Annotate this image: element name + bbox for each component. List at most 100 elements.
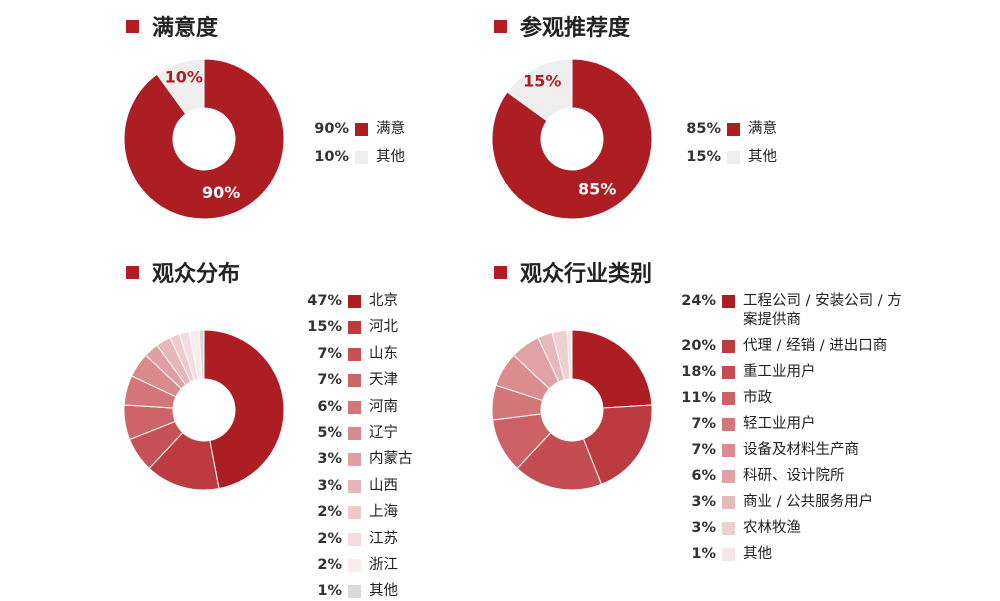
legend-item: 47% 北京 <box>298 292 398 311</box>
legend-item: 24% 工程公司 / 安装公司 / 方案提供商 <box>672 292 913 330</box>
donut-slice <box>156 58 205 115</box>
satisfaction-title: 满意度 <box>126 10 218 42</box>
recommendation-title: 参观推荐度 <box>494 10 630 42</box>
legend-swatch <box>722 366 735 379</box>
legend-swatch <box>348 427 361 440</box>
title-marker <box>494 265 507 279</box>
legend-swatch <box>348 453 361 467</box>
legend-item: 20% 代理 / 经销 / 进出口商 <box>672 337 887 356</box>
legend-label: 其他 <box>376 149 405 165</box>
legend-value: 1% <box>317 583 342 600</box>
legend-item: 1% 其他 <box>672 545 772 564</box>
legend-value: 47% <box>307 293 342 309</box>
legend-value: 3% <box>317 477 342 494</box>
legend-value: 7% <box>691 416 716 432</box>
legend-swatch <box>722 392 735 405</box>
legend-swatch <box>348 532 361 546</box>
slice-label: 85% <box>578 179 616 198</box>
legend-label: 辽宁 <box>369 425 398 441</box>
legend-label: 内蒙古 <box>369 451 413 468</box>
legend-swatch <box>348 506 361 520</box>
legend-label: 商业 / 公共服务用户 <box>743 494 874 510</box>
donut-slice <box>582 404 653 486</box>
legend-swatch <box>722 496 735 509</box>
legend-swatch <box>727 123 740 136</box>
legend-label: 其他 <box>743 546 772 562</box>
legend-label: 市政 <box>743 390 772 406</box>
legend-value: 6% <box>691 468 716 484</box>
legend-value: 2% <box>317 557 342 573</box>
donut-slice <box>198 329 205 380</box>
legend-item: 10% 其他 <box>305 148 405 167</box>
legend-label: 河南 <box>369 398 398 415</box>
legend-item: 11% 市政 <box>672 389 772 408</box>
legend-value: 7% <box>317 372 342 389</box>
legend-label: 其他 <box>369 583 398 600</box>
industry-title: 观众行业类别 <box>494 256 652 288</box>
legend-item: 6% 科研、设计院所 <box>672 467 845 486</box>
legend-label: 满意 <box>376 121 405 137</box>
legend-value: 85% <box>686 121 721 137</box>
legend-value: 3% <box>691 520 716 536</box>
legend-item: 2% 浙江 <box>298 556 398 575</box>
legend-swatch <box>348 321 361 335</box>
legend-swatch <box>722 418 735 431</box>
legend-swatch <box>722 548 735 561</box>
legend-swatch <box>348 295 361 308</box>
legend-swatch <box>355 151 368 164</box>
legend-label: 农林牧渔 <box>743 520 801 536</box>
legend-item: 5% 辽宁 <box>298 424 398 443</box>
donut-slice <box>516 431 603 491</box>
donut-slice <box>566 329 573 380</box>
legend-value: 2% <box>317 530 342 547</box>
legend-value: 1% <box>691 546 716 562</box>
legend-item: 3% 商业 / 公共服务用户 <box>672 493 873 512</box>
title-marker <box>494 19 507 33</box>
slice-label: 10% <box>165 68 203 87</box>
legend-label: 浙江 <box>369 557 398 573</box>
legend-swatch <box>722 522 735 535</box>
legend-item: 6% 河南 <box>298 398 398 417</box>
legend-value: 15% <box>307 319 342 336</box>
legend-swatch <box>348 559 361 572</box>
legend-item: 3% 山西 <box>298 477 398 496</box>
legend-value: 15% <box>686 149 721 165</box>
industry-title-text: 观众行业类别 <box>520 262 653 287</box>
legend-value: 6% <box>317 398 342 415</box>
title-marker <box>126 265 139 279</box>
donut-slice <box>571 329 653 409</box>
legend-item: 2% 上海 <box>298 503 398 522</box>
legend-label: 山西 <box>369 477 398 494</box>
legend-item: 2% 江苏 <box>298 530 398 549</box>
legend-value: 24% <box>681 293 716 309</box>
title-marker <box>126 19 139 33</box>
legend-label: 科研、设计院所 <box>743 468 845 484</box>
legend-value: 5% <box>317 425 342 441</box>
donut-slice <box>203 329 285 490</box>
legend-label: 江苏 <box>369 530 398 547</box>
legend-item: 15% 河北 <box>298 318 398 337</box>
legend-swatch <box>722 470 735 483</box>
legend-item: 7% 轻工业用户 <box>672 415 816 434</box>
legend-label: 北京 <box>369 293 398 309</box>
legend-item: 1% 其他 <box>298 582 398 601</box>
legend-swatch <box>348 585 361 599</box>
satisfaction-title-text: 满意度 <box>152 16 219 41</box>
legend-label: 工程公司 / 安装公司 / 方案提供商 <box>743 293 902 328</box>
slice-label: 90% <box>202 183 240 202</box>
legend-label: 河北 <box>369 319 398 336</box>
donut-slice <box>491 58 653 220</box>
legend-swatch <box>355 123 368 136</box>
legend-value: 3% <box>317 451 342 468</box>
legend-label: 上海 <box>369 504 398 521</box>
visitor-distribution-title: 观众分布 <box>126 256 240 288</box>
legend-item: 85% 满意 <box>677 120 777 139</box>
legend-label: 轻工业用户 <box>743 416 816 432</box>
legend-value: 2% <box>317 504 342 521</box>
legend-value: 3% <box>691 494 716 510</box>
legend-swatch <box>722 340 735 353</box>
recommendation-title-text: 参观推荐度 <box>520 16 631 41</box>
